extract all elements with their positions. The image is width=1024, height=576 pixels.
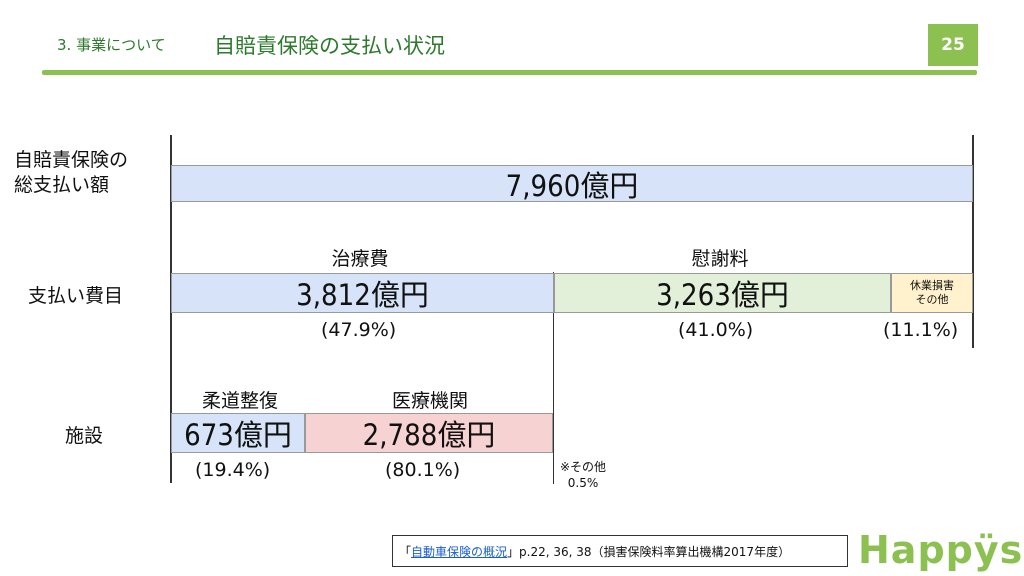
medical-percent: (80.1%) [385,459,461,481]
consolation-bar: 3,263億円 [554,273,891,313]
other-percent: (11.1%) [883,319,959,341]
total-row-label: 自賠責保険の 総支払い額 [14,149,129,196]
source-suffix: 」p.22, 36, 38（損害保険料率算出機構2017年度） [507,544,791,559]
items-row-label: 支払い費目 [28,285,124,307]
source-prefix: 「 [399,544,412,559]
consolation-value-label: 3,263億円 [656,278,789,312]
header-underline [42,70,977,75]
consolation-category-label: 慰謝料 [691,248,749,270]
medical-category-label: 医療機関 [391,390,468,412]
source-citation: 「自動車保険の概況 」p.22, 36, 38（損害保険料率算出機構2017年度） [392,535,848,567]
judo-category-label: 柔道整復 [201,390,278,412]
page-title: 自賠責保険の支払い状況 [214,34,445,58]
total-value-label: 7,960億円 [505,168,639,203]
other-category-label: 休業損害 その他 [910,279,954,306]
treatment-category-label: 治療費 [331,248,389,270]
total-bar: 7,960億円 [171,165,973,203]
treatment-divider-line [553,272,554,484]
treatment-bar: 3,812億円 [171,273,554,313]
other-bar: 休業損害 その他 [891,273,973,313]
judo-percent: (19.4%) [195,459,271,481]
consolation-percent: (41.0%) [678,319,754,341]
source-link[interactable]: 自動車保険の概況 [411,544,508,559]
right-axis-line [972,135,974,348]
page-number: 25 [928,24,978,66]
facility-row-label: 施設 [65,425,104,447]
treatment-value-label: 3,812億円 [296,278,429,312]
treatment-percent: (47.9%) [321,319,397,341]
section-subtitle: 3. 事業について [57,36,166,54]
judo-bar: 673億円 [171,413,305,453]
medical-bar: 2,788億円 [305,413,553,453]
happys-logo: Happÿs [858,528,1024,572]
facility-other-note: ※その他 0.5% [560,460,607,490]
medical-value-label: 2,788億円 [362,418,496,452]
judo-value-label: 673億円 [184,418,292,452]
